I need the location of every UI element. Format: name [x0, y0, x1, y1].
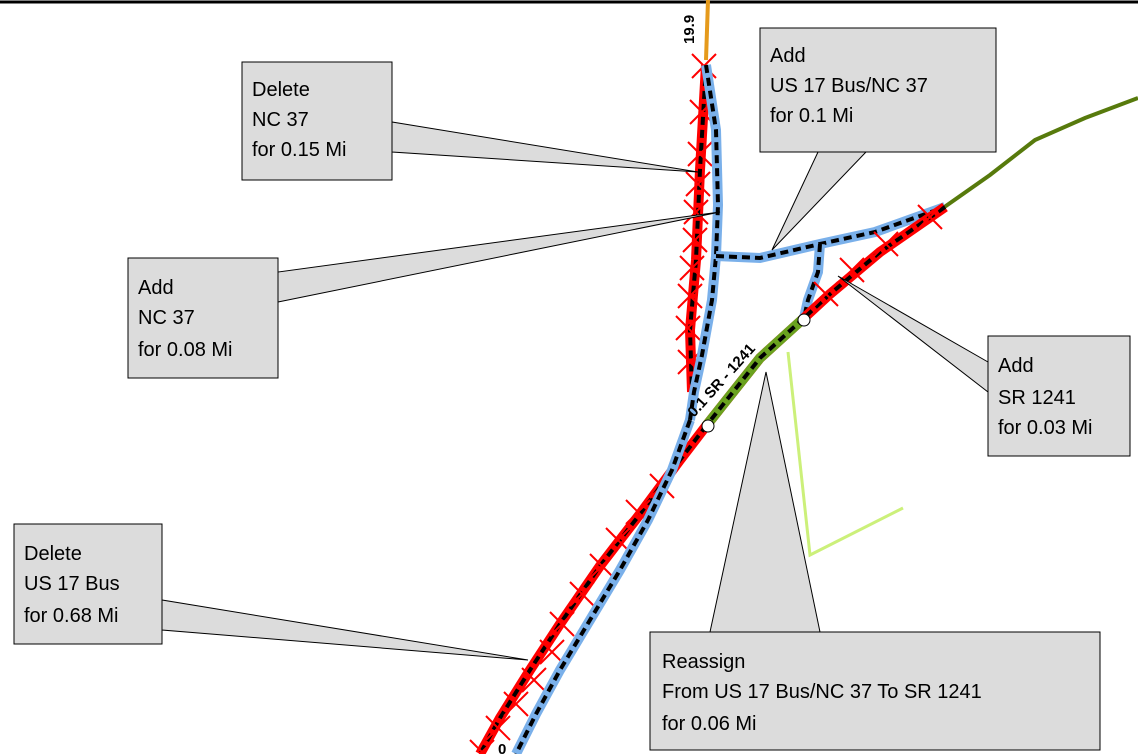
callout-add-us17bus-nc37[interactable]: Add US 17 Bus/NC 37 for 0.1 Mi	[759, 27, 997, 251]
callout-delete-nc37[interactable]: Delete NC 37 for 0.15 Mi	[241, 61, 699, 181]
callout-box	[241, 61, 393, 181]
reassigned-sr1241-segment[interactable]	[702, 314, 808, 430]
callout-line-3: for 0.15 Mi	[252, 139, 346, 161]
deleted-nc37-x-marks	[675, 53, 717, 375]
callout-line-2: US 17 Bus	[24, 573, 120, 595]
callout-line-1: Add	[770, 45, 806, 67]
callout-line-3: for 0.08 Mi	[138, 339, 232, 361]
deleted-nc37-segment[interactable]	[684, 64, 711, 393]
added-nc37-segment[interactable]	[685, 64, 724, 421]
callout-line-3: for 0.03 Mi	[998, 417, 1092, 439]
callout-box	[127, 257, 279, 379]
callout-box	[13, 523, 163, 645]
added-blue-south-segment[interactable]	[511, 418, 695, 754]
node-north[interactable]	[797, 313, 811, 327]
callout-line-2: NC 37	[252, 109, 309, 131]
callout-line-2: SR 1241	[998, 387, 1076, 409]
callout-add-sr1241[interactable]: Add SR 1241 for 0.03 Mi	[837, 275, 1131, 457]
callout-reassign[interactable]: Reassign From US 17 Bus/NC 37 To SR 1241…	[649, 371, 1101, 751]
callout-box	[759, 27, 997, 153]
callout-line-1: Reassign	[662, 651, 745, 673]
road-label-bottom: 0	[498, 741, 506, 754]
road-layer	[469, 0, 1138, 754]
deleted-us17bus-x-marks	[469, 204, 943, 754]
callout-add-nc37[interactable]: Add NC 37 for 0.08 Mi	[127, 211, 721, 379]
callout-line-2: US 17 Bus/NC 37	[770, 75, 928, 97]
callout-line-1: Add	[998, 355, 1034, 377]
callout-line-1: Delete	[24, 543, 82, 565]
callout-box	[649, 631, 1101, 751]
callout-line-2: NC 37	[138, 307, 195, 329]
node-south[interactable]	[701, 419, 715, 433]
road-label-top-mile: 19.9	[681, 15, 698, 44]
road-light-green[interactable]	[786, 351, 904, 558]
road-dark-green[interactable]	[941, 96, 1138, 210]
callout-line-3: for 0.1 Mi	[770, 105, 853, 127]
callout-line-3: for 0.68 Mi	[24, 605, 118, 627]
callout-box	[987, 335, 1131, 457]
callout-line-1: Add	[138, 277, 174, 299]
added-sr1241-segment[interactable]	[799, 243, 825, 320]
callout-line-2: From US 17 Bus/NC 37 To SR 1241	[662, 681, 982, 703]
road-orange[interactable]	[704, 0, 710, 61]
callout-delete-us17bus[interactable]: Delete US 17 Bus for 0.68 Mi	[13, 523, 529, 661]
callout-line-1: Delete	[252, 79, 310, 101]
callout-line-3: for 0.06 Mi	[662, 713, 756, 735]
